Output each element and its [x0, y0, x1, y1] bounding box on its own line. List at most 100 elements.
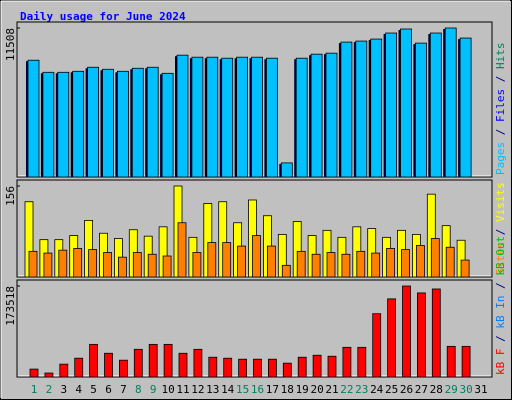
- bar: [282, 362, 292, 378]
- bar: [429, 32, 442, 178]
- x-tick-label: 8: [135, 383, 142, 396]
- bar: [280, 162, 293, 178]
- bar: [253, 358, 262, 378]
- bar: [103, 252, 112, 278]
- legend-separator: /: [494, 329, 507, 349]
- bar: [133, 348, 143, 378]
- legend-entry: kB Out: [494, 236, 507, 276]
- x-tick-label: 1: [31, 383, 38, 396]
- x-tick-label: 30: [459, 383, 472, 396]
- bar: [297, 356, 307, 378]
- x-tick-label: 19: [296, 383, 309, 396]
- bar: [325, 52, 338, 178]
- x-tick-label: 27: [415, 383, 428, 396]
- bar: [357, 346, 367, 378]
- bar: [355, 40, 368, 178]
- x-tick-label: 13: [206, 383, 219, 396]
- bar: [415, 245, 425, 278]
- bar: [266, 245, 276, 278]
- bar: [42, 71, 55, 178]
- bar: [445, 246, 455, 278]
- bar: [265, 57, 278, 178]
- x-tick-label: 26: [400, 383, 413, 396]
- bar: [102, 68, 114, 178]
- legend-separator: /: [494, 276, 507, 296]
- bar: [193, 348, 203, 378]
- bar: [236, 56, 249, 178]
- legend: kB F / kB In / kB Out: [494, 236, 507, 375]
- bar: [446, 345, 456, 378]
- bar: [223, 357, 233, 378]
- x-tick-label: 16: [251, 383, 264, 396]
- bar: [341, 253, 351, 278]
- chart-title: Daily usage for June 2024: [20, 10, 186, 23]
- bar: [416, 292, 426, 378]
- bar: [326, 252, 336, 278]
- bar: [27, 59, 40, 178]
- bar: [191, 56, 204, 178]
- bar: [207, 242, 217, 278]
- bar: [29, 368, 39, 378]
- bar: [281, 264, 291, 278]
- bar: [252, 235, 261, 278]
- bar: [444, 27, 457, 178]
- bar: [372, 313, 382, 378]
- y-tick-label: 156: [4, 186, 17, 206]
- bar: [161, 72, 174, 178]
- x-tick-label: 22: [340, 383, 353, 396]
- bar: [59, 363, 69, 378]
- bar: [58, 249, 68, 278]
- bar: [461, 345, 471, 378]
- bar: [43, 252, 53, 278]
- x-tick-label: 31: [474, 383, 487, 396]
- bar: [356, 250, 366, 278]
- bar: [118, 256, 127, 278]
- bar: [87, 66, 99, 178]
- x-tick-label: 10: [161, 383, 174, 396]
- bar: [146, 66, 159, 178]
- legend-separator: /: [494, 69, 507, 89]
- legend-entry: Hits: [494, 43, 507, 70]
- bar: [295, 57, 308, 178]
- legend-entry: Pages: [494, 142, 507, 175]
- bar: [147, 253, 157, 278]
- x-tick-label: 20: [310, 383, 323, 396]
- legend-separator: /: [494, 222, 507, 242]
- bar: [238, 358, 248, 378]
- legend-entry: Visits: [494, 182, 507, 222]
- bar: [237, 245, 247, 278]
- bar: [371, 252, 381, 278]
- x-tick-label: 15: [236, 383, 249, 396]
- x-tick-label: 12: [191, 383, 204, 396]
- bar: [72, 70, 85, 178]
- bar: [178, 352, 188, 378]
- bar: [431, 288, 441, 378]
- bar: [89, 343, 98, 378]
- x-tick-label: 5: [90, 383, 97, 396]
- bar: [44, 372, 54, 378]
- x-tick-label: 18: [281, 383, 294, 396]
- bar: [163, 343, 173, 378]
- legend-separator: /: [494, 122, 507, 142]
- x-tick-label: 25: [385, 383, 398, 396]
- bar: [132, 252, 142, 278]
- legend-entry: Files: [494, 89, 507, 122]
- bar: [176, 54, 189, 178]
- x-tick-label: 4: [75, 383, 82, 396]
- bar: [310, 53, 323, 178]
- bar: [400, 28, 412, 178]
- bar: [119, 359, 128, 378]
- bar: [28, 250, 38, 278]
- bar: [104, 352, 113, 378]
- legend: Pages / Files / Hits: [494, 43, 507, 176]
- bar: [221, 57, 234, 178]
- x-tick-label: 23: [355, 383, 368, 396]
- bar: [177, 222, 187, 278]
- bar: [385, 32, 398, 178]
- x-tick-label: 17: [266, 383, 279, 396]
- bar: [131, 67, 144, 178]
- bar: [88, 249, 97, 278]
- x-tick-label: 9: [150, 383, 157, 396]
- bar: [401, 249, 410, 278]
